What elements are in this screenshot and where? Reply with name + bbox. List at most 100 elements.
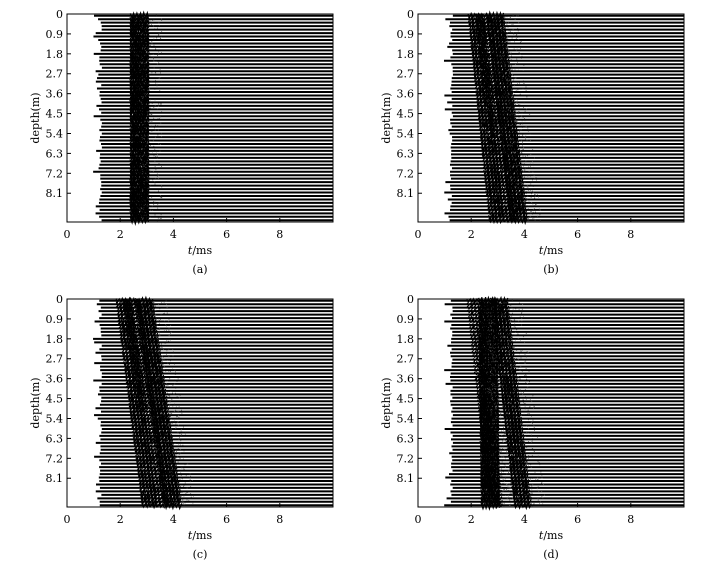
coda-dot bbox=[160, 319, 162, 320]
coda-dot bbox=[535, 211, 536, 213]
coda-dot bbox=[495, 405, 496, 407]
coda-dot bbox=[507, 374, 509, 376]
coda-dot bbox=[142, 360, 144, 362]
arrival-wavelet bbox=[129, 110, 150, 123]
coda-dot bbox=[523, 65, 525, 66]
coda-dot bbox=[148, 48, 150, 50]
coda-dot bbox=[522, 316, 524, 318]
coda-dot bbox=[529, 163, 531, 165]
coda-dot bbox=[521, 216, 523, 218]
arrival-wavelet bbox=[473, 359, 488, 366]
coda-dot bbox=[534, 451, 536, 452]
coda-dot bbox=[532, 484, 534, 486]
arrival-wavelet bbox=[129, 20, 150, 33]
coda-dot bbox=[170, 420, 171, 422]
coda-dot bbox=[514, 331, 516, 333]
coda-dot bbox=[155, 72, 157, 74]
arrival-wavelet bbox=[473, 363, 488, 370]
coda-dot bbox=[522, 70, 524, 72]
coda-dot bbox=[537, 455, 539, 457]
coda-dot bbox=[166, 380, 168, 382]
coda-dot bbox=[528, 177, 530, 179]
coda-dot bbox=[153, 19, 155, 21]
coda-dot bbox=[153, 58, 154, 60]
coda-dot bbox=[525, 160, 527, 162]
coda-dot bbox=[170, 430, 172, 432]
coda-dot bbox=[505, 26, 507, 28]
coda-dot bbox=[150, 407, 152, 409]
coda-dot bbox=[494, 162, 496, 163]
coda-dot bbox=[489, 23, 490, 25]
arrival-wavelet bbox=[129, 131, 150, 143]
coda-dot bbox=[524, 354, 526, 356]
coda-dot bbox=[501, 471, 502, 473]
coda-dot bbox=[507, 486, 509, 488]
coda-dot bbox=[499, 448, 501, 450]
coda-dot bbox=[491, 384, 493, 385]
coda-dot bbox=[535, 204, 537, 206]
coda-dot bbox=[155, 82, 157, 84]
coda-dot bbox=[148, 90, 150, 92]
coda-dot bbox=[509, 144, 511, 146]
coda-dot bbox=[154, 79, 156, 81]
coda-dot bbox=[164, 387, 166, 389]
coda-dot bbox=[177, 456, 179, 458]
coda-dot bbox=[518, 376, 520, 377]
coda-dot bbox=[497, 475, 499, 477]
coda-dot bbox=[492, 331, 494, 333]
coda-dot bbox=[159, 331, 161, 333]
coda-dot bbox=[510, 464, 512, 466]
coda-dot bbox=[525, 462, 527, 464]
coda-dot bbox=[509, 504, 511, 506]
coda-dot bbox=[514, 323, 516, 325]
coda-dot bbox=[530, 434, 532, 436]
coda-dot bbox=[154, 28, 156, 30]
coda-dot bbox=[176, 395, 178, 397]
coda-dot bbox=[510, 492, 512, 494]
coda-dot bbox=[152, 140, 154, 142]
x-axis-label: t/ms bbox=[539, 244, 564, 257]
coda-dot bbox=[494, 361, 496, 363]
coda-dot bbox=[495, 480, 497, 482]
coda-dot bbox=[535, 479, 537, 481]
coda-dot bbox=[165, 300, 167, 302]
coda-dot bbox=[180, 475, 182, 477]
coda-dot bbox=[528, 441, 530, 442]
coda-dot bbox=[518, 117, 520, 119]
coda-dot bbox=[146, 391, 148, 393]
arrival-wavelet bbox=[501, 142, 520, 153]
arrival-wavelet bbox=[478, 333, 499, 344]
coda-dot bbox=[156, 27, 158, 29]
coda-dot bbox=[531, 211, 533, 213]
coda-dot bbox=[168, 430, 170, 432]
coda-dot bbox=[146, 111, 148, 113]
coda-dot bbox=[479, 26, 481, 28]
coda-dot bbox=[168, 335, 170, 337]
coda-dot bbox=[516, 58, 518, 60]
coda-dot bbox=[519, 339, 521, 341]
coda-dot bbox=[531, 420, 533, 422]
coda-dot bbox=[163, 302, 165, 304]
coda-dot bbox=[172, 405, 174, 407]
coda-dot bbox=[150, 125, 152, 127]
coda-dot bbox=[487, 348, 489, 350]
coda-dot bbox=[493, 368, 495, 370]
coda-dot bbox=[181, 467, 183, 469]
coda-dot bbox=[521, 142, 523, 144]
coda-dot bbox=[514, 374, 515, 376]
coda-dot bbox=[159, 89, 161, 91]
coda-dot bbox=[189, 478, 191, 480]
coda-dot bbox=[508, 463, 510, 465]
coda-dot bbox=[531, 454, 533, 456]
coda-dot bbox=[522, 155, 524, 157]
coda-dot bbox=[527, 195, 529, 197]
coda-dot bbox=[507, 61, 509, 63]
coda-dot bbox=[507, 342, 509, 344]
coda-dot bbox=[510, 96, 512, 98]
y-tick-label: 2.7 bbox=[397, 353, 415, 366]
arrival-wavelet bbox=[140, 337, 160, 347]
arrival-wavelet bbox=[129, 158, 150, 170]
coda-dot bbox=[514, 499, 516, 501]
coda-dot bbox=[518, 378, 520, 380]
coda-dot bbox=[519, 389, 521, 391]
